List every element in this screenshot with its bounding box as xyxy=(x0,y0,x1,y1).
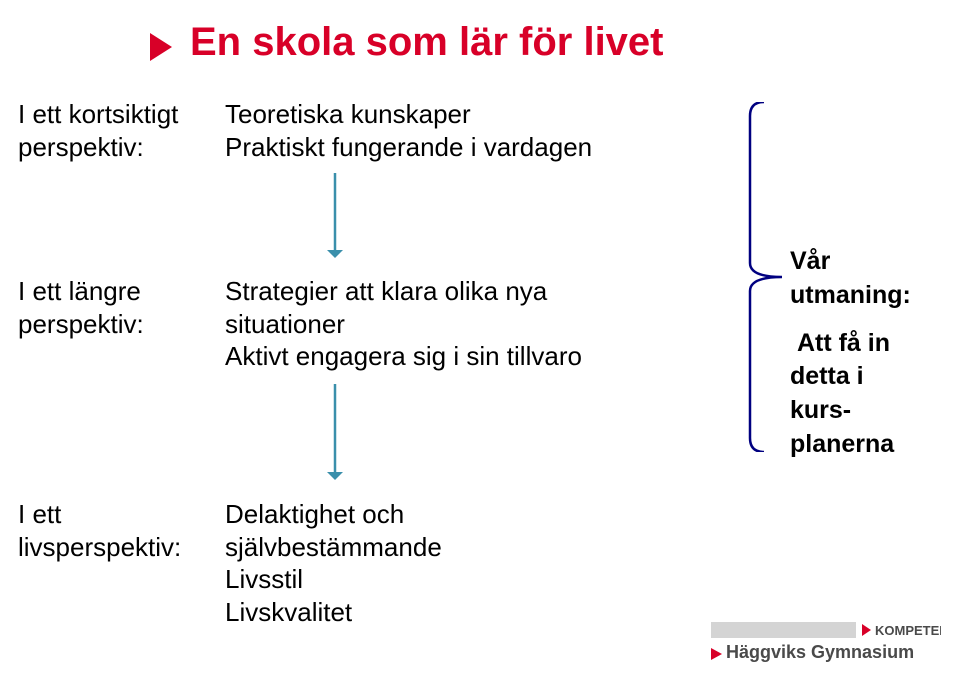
short-term-label-l1: I ett kortsiktigt xyxy=(18,98,178,131)
longer-term-label: I ett längre perspektiv: xyxy=(18,275,144,340)
longer-term-content: Strategier att klara olika nya situation… xyxy=(225,275,582,373)
challenge-l1: Vår xyxy=(790,245,911,279)
life-perspective-content: Delaktighet och självbestämmande Livssti… xyxy=(225,498,442,628)
logo: KOMPETENS Häggviks Gymnasium xyxy=(711,616,941,669)
svg-text:KOMPETENS: KOMPETENS xyxy=(875,623,941,638)
challenge-text: Vår utmaning: Att få in detta i kurs- pl… xyxy=(790,245,911,462)
life-perspective-content-l3: Livsstil xyxy=(225,563,442,596)
title-triangle-icon xyxy=(150,33,172,61)
page-title: En skola som lär för livet xyxy=(190,20,664,65)
life-perspective-label-l1: I ett xyxy=(18,498,181,531)
short-term-content-l2: Praktiskt fungerande i vardagen xyxy=(225,131,592,164)
spacer xyxy=(790,313,911,327)
svg-text:Häggviks Gymnasium: Häggviks Gymnasium xyxy=(726,642,914,662)
short-term-label-l2: perspektiv: xyxy=(18,131,178,164)
longer-term-label-l1: I ett längre xyxy=(18,275,144,308)
life-perspective-label-l2: livsperspektiv: xyxy=(18,531,181,564)
challenge-l4: detta i xyxy=(790,360,911,394)
challenge-l6: planerna xyxy=(790,428,911,462)
curly-brace-icon xyxy=(742,102,784,452)
challenge-l2: utmaning: xyxy=(790,279,911,313)
longer-term-content-l3: Aktivt engagera sig i sin tillvaro xyxy=(225,340,582,373)
life-perspective-content-l4: Livskvalitet xyxy=(225,596,442,629)
title-row: En skola som lär för livet xyxy=(150,20,664,65)
life-perspective-label: I ett livsperspektiv: xyxy=(18,498,181,563)
longer-term-label-l2: perspektiv: xyxy=(18,308,144,341)
challenge-l3: Att få in xyxy=(790,327,911,361)
life-perspective-content-l2: självbestämmande xyxy=(225,531,442,564)
longer-term-content-l1: Strategier att klara olika nya xyxy=(225,275,582,308)
challenge-l5: kurs- xyxy=(790,394,911,428)
short-term-content: Teoretiska kunskaper Praktiskt fungerand… xyxy=(225,98,592,163)
short-term-label: I ett kortsiktigt perspektiv: xyxy=(18,98,178,163)
arrow-down-icon xyxy=(324,384,346,480)
life-perspective-content-l1: Delaktighet och xyxy=(225,498,442,531)
logo-svg: KOMPETENS Häggviks Gymnasium xyxy=(711,616,941,664)
longer-term-content-l2: situationer xyxy=(225,308,582,341)
arrow-down-icon xyxy=(324,173,346,258)
short-term-content-l1: Teoretiska kunskaper xyxy=(225,98,592,131)
